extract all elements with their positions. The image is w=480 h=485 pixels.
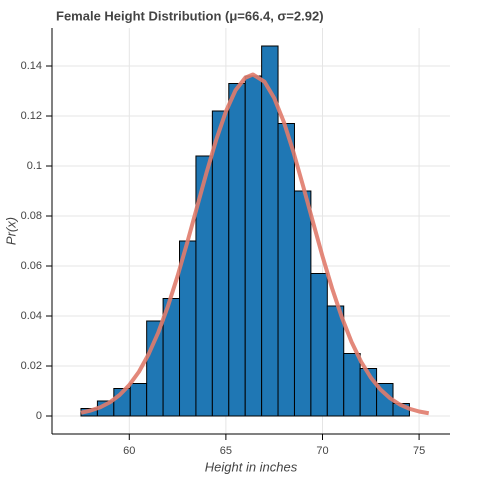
y-tick-label: 0.02	[21, 360, 42, 372]
bar	[277, 123, 295, 417]
pdf-curve	[80, 72, 430, 416]
y-axis-label: Pr(x)	[3, 217, 18, 245]
plot-area	[80, 45, 430, 417]
bar	[129, 383, 148, 417]
chart-title: Female Height Distribution (μ=66.4, σ=2.…	[56, 8, 324, 23]
x-tick-label: 70	[316, 445, 328, 457]
bar	[310, 273, 328, 417]
bar	[228, 83, 246, 417]
y-tick-label: 0.08	[21, 210, 42, 222]
bar	[343, 353, 361, 417]
y-tick-label: 0.1	[27, 160, 42, 172]
x-tick-label: 65	[220, 445, 232, 457]
y-tick-label: 0.14	[21, 60, 42, 72]
axes: 0 0.02 0.04 0.06 0.08 0.1 0.12 0.14 60 65 70 75	[21, 28, 450, 457]
bar	[326, 305, 345, 417]
y-tick-label: 0.12	[21, 110, 42, 122]
y-tick-label: 0.04	[21, 310, 42, 322]
y-tick-label: 0	[36, 410, 42, 422]
bar	[244, 75, 263, 417]
bar	[293, 190, 312, 417]
y-tick-label: 0.06	[21, 260, 42, 272]
bar	[211, 110, 230, 417]
x-axis-label: Height in inches	[205, 459, 298, 474]
x-tick-label: 75	[413, 445, 425, 457]
x-tick-label: 60	[123, 445, 135, 457]
